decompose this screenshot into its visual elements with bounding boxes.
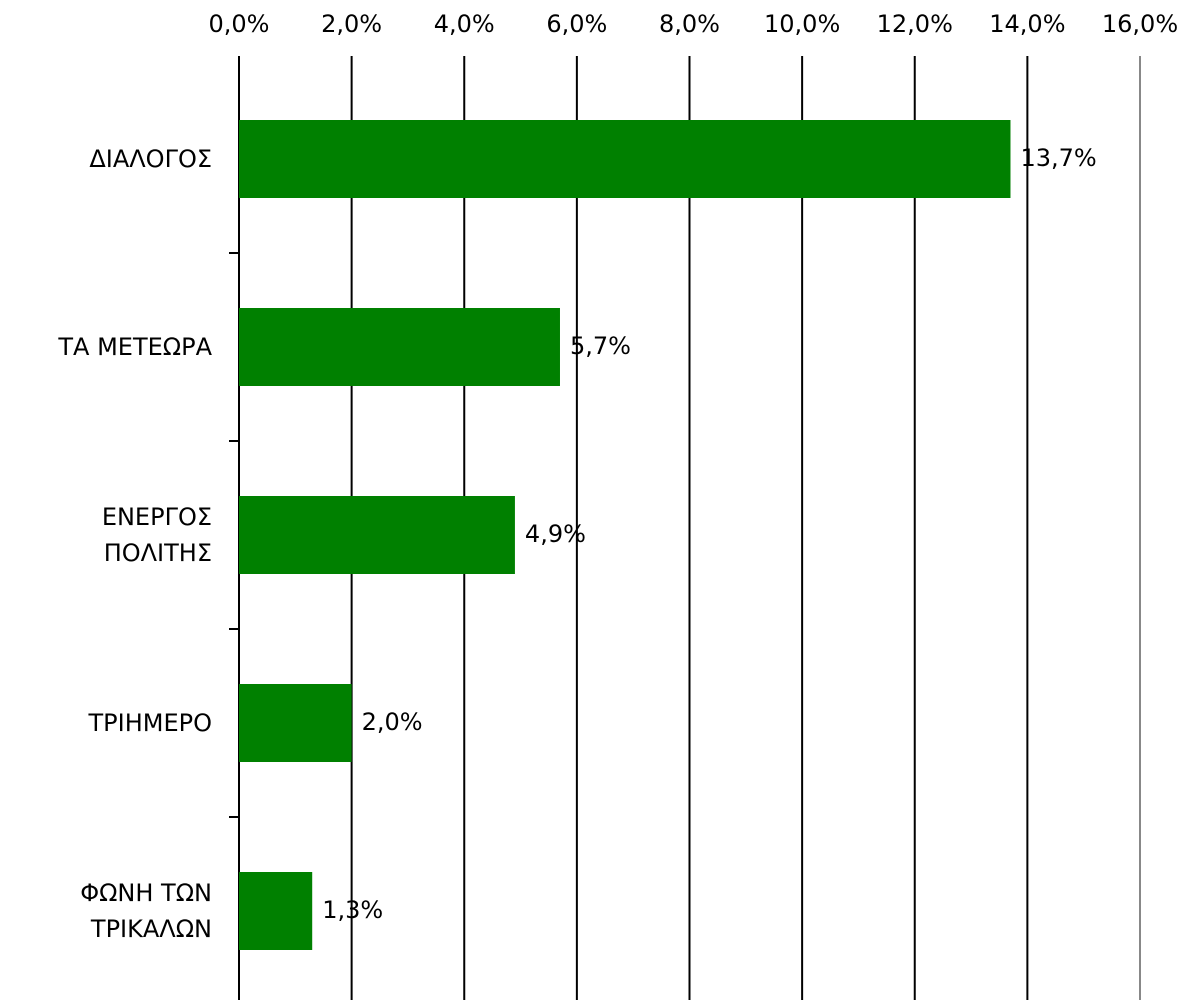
y-tick-label: ΤΡΙΗΜΕΡΟ xyxy=(88,709,213,737)
x-tick-label: 6,0% xyxy=(546,10,607,38)
value-label: 2,0% xyxy=(362,708,423,736)
x-tick-label: 4,0% xyxy=(434,10,495,38)
x-tick-label: 16,0% xyxy=(1102,10,1178,38)
y-tick-label: ΤΑ ΜΕΤΕΩΡΑ xyxy=(58,333,212,361)
bar xyxy=(239,872,313,950)
y-tick-label: ΕΝΕΡΓΟΣ ΠΟΛΙΤΗΣ xyxy=(101,503,212,567)
x-tick-label: 10,0% xyxy=(764,10,840,38)
value-label: 5,7% xyxy=(570,332,631,360)
bar xyxy=(239,496,515,574)
x-tick-label: 0,0% xyxy=(209,10,270,38)
bar xyxy=(239,120,1011,198)
x-tick-label: 14,0% xyxy=(989,10,1065,38)
bar xyxy=(239,308,560,386)
x-tick-label: 8,0% xyxy=(659,10,720,38)
bar xyxy=(239,684,352,762)
x-tick-label: 12,0% xyxy=(877,10,953,38)
value-label: 1,3% xyxy=(322,896,383,924)
x-tick-label: 2,0% xyxy=(321,10,382,38)
y-tick-label: ΔΙΑΛΟΓΟΣ xyxy=(89,145,212,173)
value-label: 4,9% xyxy=(525,520,586,548)
value-label: 13,7% xyxy=(1020,144,1096,172)
y-tick-label: ΦΩΝΗ ΤΩΝ ΤΡΙΚΑΛΩΝ xyxy=(80,879,212,943)
